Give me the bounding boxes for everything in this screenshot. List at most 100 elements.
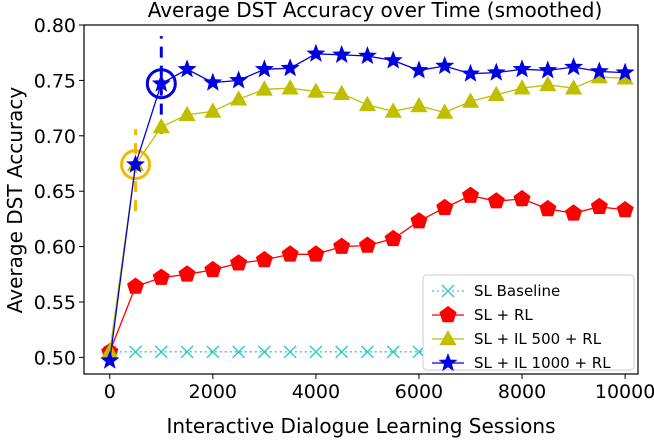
x-tick-label: 10000 bbox=[595, 381, 654, 403]
data-point bbox=[152, 117, 170, 134]
y-tick-label: 0.75 bbox=[34, 70, 76, 92]
legend-label: SL + IL 1000 + RL bbox=[474, 354, 611, 372]
series-3 bbox=[100, 43, 635, 369]
data-point bbox=[590, 197, 608, 214]
data-point bbox=[281, 245, 299, 262]
data-point bbox=[616, 201, 634, 218]
data-point bbox=[564, 57, 584, 76]
data-point bbox=[358, 236, 376, 253]
data-point bbox=[333, 237, 351, 254]
data-point bbox=[513, 189, 531, 207]
data-point bbox=[589, 61, 609, 80]
data-point bbox=[538, 60, 558, 79]
legend-label: SL + IL 500 + RL bbox=[474, 330, 602, 348]
y-axis-label: Average DST Accuracy bbox=[3, 87, 27, 314]
data-point bbox=[127, 277, 145, 294]
data-point bbox=[539, 199, 557, 217]
data-point bbox=[204, 260, 222, 278]
data-point bbox=[486, 62, 506, 81]
data-point bbox=[410, 212, 428, 229]
data-point bbox=[436, 103, 454, 119]
data-point bbox=[255, 250, 273, 268]
x-tick-label: 4000 bbox=[292, 381, 340, 403]
data-point bbox=[255, 80, 273, 96]
data-point bbox=[333, 84, 351, 100]
data-point bbox=[487, 85, 505, 102]
data-point bbox=[512, 59, 532, 78]
data-point bbox=[357, 46, 377, 65]
data-point bbox=[230, 254, 248, 271]
data-point bbox=[204, 102, 222, 118]
data-point bbox=[206, 345, 220, 359]
legend-label: SL + RL bbox=[474, 306, 533, 324]
plot-area bbox=[83, 24, 639, 375]
data-point bbox=[254, 59, 274, 78]
data-point bbox=[615, 62, 635, 81]
data-point bbox=[436, 198, 454, 216]
data-point bbox=[409, 60, 429, 79]
data-point bbox=[178, 265, 196, 282]
data-point bbox=[335, 345, 349, 359]
x-tick-label: 8000 bbox=[498, 381, 546, 403]
data-point bbox=[461, 63, 480, 82]
data-point bbox=[616, 69, 634, 85]
legend-label: SL Baseline bbox=[474, 282, 560, 300]
data-point bbox=[281, 79, 299, 95]
data-point bbox=[590, 68, 608, 84]
y-axis: 0.50 0.55 0.60 0.65 0.70 0.75 0.80 bbox=[34, 15, 84, 369]
data-point bbox=[358, 95, 376, 112]
data-point bbox=[280, 58, 300, 77]
data-point bbox=[203, 72, 223, 91]
x-axis: 0 2000 4000 6000 8000 10000 bbox=[104, 374, 654, 403]
x-tick-label: 2000 bbox=[189, 381, 237, 403]
legend-marker bbox=[438, 353, 458, 372]
data-point bbox=[309, 345, 323, 359]
data-point bbox=[177, 59, 197, 78]
y-tick-label: 0.70 bbox=[34, 126, 76, 148]
legend-box bbox=[422, 274, 635, 371]
data-point bbox=[383, 50, 403, 69]
x-axis-label: Interactive Dialogue Learning Sessions bbox=[166, 414, 555, 438]
data-point bbox=[539, 75, 557, 92]
data-point bbox=[126, 154, 145, 173]
y-tick-label: 0.55 bbox=[34, 292, 76, 314]
series-1 bbox=[101, 186, 634, 360]
data-point bbox=[462, 92, 480, 108]
data-point bbox=[257, 345, 271, 359]
data-point bbox=[307, 245, 325, 262]
data-point bbox=[100, 350, 120, 369]
data-point bbox=[180, 345, 194, 359]
data-point bbox=[565, 79, 583, 95]
data-point bbox=[565, 204, 583, 221]
data-point bbox=[152, 268, 170, 285]
data-point bbox=[360, 345, 374, 359]
data-point bbox=[435, 56, 455, 75]
legend-marker bbox=[439, 306, 457, 323]
data-point bbox=[232, 345, 246, 359]
data-point bbox=[487, 192, 505, 209]
series-layer bbox=[100, 43, 635, 369]
data-point bbox=[101, 342, 119, 359]
y-tick-label: 0.50 bbox=[34, 347, 76, 369]
data-point bbox=[384, 102, 402, 118]
data-point bbox=[386, 345, 400, 359]
legend-marker bbox=[441, 284, 455, 298]
data-point bbox=[229, 70, 249, 89]
data-point bbox=[178, 105, 196, 121]
legend: SL Baseline SL + RL SL + IL 500 + RL SL + I… bbox=[422, 274, 635, 372]
data-point bbox=[230, 90, 248, 106]
data-point bbox=[306, 43, 326, 62]
data-point bbox=[154, 345, 168, 359]
series-2 bbox=[101, 68, 634, 359]
y-tick-label: 0.65 bbox=[34, 181, 76, 203]
data-point bbox=[332, 44, 352, 63]
x-tick-label: 0 bbox=[104, 381, 116, 403]
data-point bbox=[151, 73, 171, 92]
data-point bbox=[410, 96, 428, 113]
chart-title: Average DST Accuracy over Time (smoothed… bbox=[148, 0, 603, 22]
legend-marker bbox=[439, 330, 457, 346]
data-point bbox=[129, 345, 143, 359]
data-point bbox=[462, 186, 480, 203]
data-point bbox=[513, 79, 531, 95]
